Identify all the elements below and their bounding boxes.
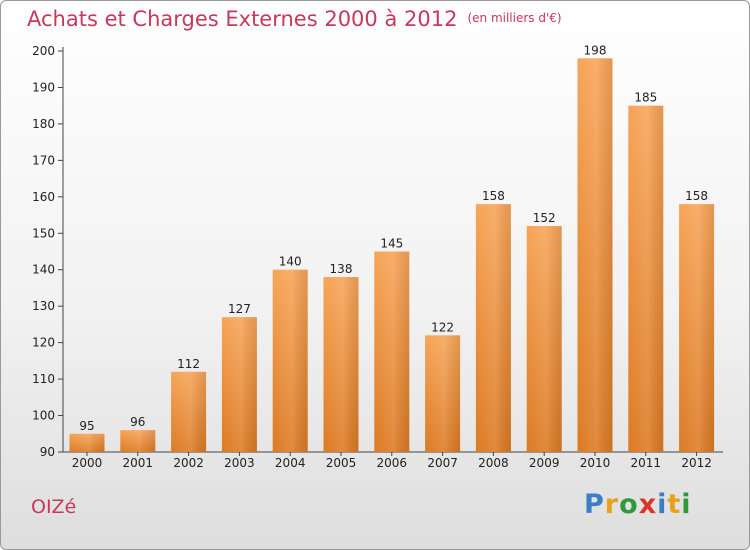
y-tick-label: 170 [32, 153, 55, 167]
place-name: OIZé [31, 496, 77, 518]
value-label: 122 [431, 320, 454, 334]
y-tick-label: 130 [32, 299, 55, 313]
x-tick-label: 2011 [631, 456, 662, 470]
logo-letter: x [638, 489, 658, 520]
value-label: 158 [482, 189, 505, 203]
x-tick-label: 2007 [427, 456, 458, 470]
chart-title: Achats et Charges Externes 2000 à 2012 (e… [27, 7, 562, 31]
bar-shade [120, 430, 156, 452]
x-tick-label: 2009 [529, 456, 560, 470]
bar-shade [69, 433, 105, 452]
value-label: 152 [533, 211, 556, 225]
y-tick-label: 200 [32, 44, 55, 58]
x-tick-label: 2005 [326, 456, 357, 470]
logo-letter: i [657, 489, 668, 520]
value-label: 127 [228, 302, 251, 316]
bar-shade [171, 371, 207, 452]
logo-letter: i [681, 489, 692, 520]
x-tick-label: 2008 [478, 456, 509, 470]
bar-shade [272, 269, 308, 452]
value-label: 140 [279, 255, 302, 269]
bar-shade [628, 105, 664, 452]
y-tick-label: 120 [32, 336, 55, 350]
value-label: 185 [634, 91, 657, 105]
bar-shade [221, 317, 257, 452]
y-tick-label: 150 [32, 226, 55, 240]
x-tick-label: 2003 [224, 456, 255, 470]
value-label: 145 [380, 237, 403, 251]
bar-shade [526, 225, 562, 452]
x-tick-label: 2001 [123, 456, 154, 470]
x-tick-label: 2010 [580, 456, 611, 470]
bar-shade [323, 277, 359, 452]
y-tick-label: 100 [32, 409, 55, 423]
x-tick-label: 2002 [173, 456, 204, 470]
y-tick-label: 110 [32, 372, 55, 386]
x-tick-label: 2006 [377, 456, 408, 470]
bar-shade [577, 58, 613, 453]
bar-shade [425, 335, 461, 452]
logo-letter: t [667, 489, 682, 520]
chart-title-text: Achats et Charges Externes 2000 à 2012 [27, 7, 458, 31]
x-tick-label: 2000 [72, 456, 103, 470]
x-tick-label: 2004 [275, 456, 306, 470]
y-tick-label: 190 [32, 80, 55, 94]
value-label: 158 [685, 189, 708, 203]
value-label: 138 [330, 262, 353, 276]
value-label: 112 [177, 357, 200, 371]
value-label: 96 [130, 415, 145, 429]
y-tick-label: 140 [32, 263, 55, 277]
logo-letter: o [619, 489, 639, 520]
bar-shade [374, 251, 410, 452]
bar-shade [679, 204, 715, 452]
unit-note: (en milliers d'€) [467, 11, 562, 25]
bar-shade [475, 204, 511, 452]
y-tick-label: 160 [32, 190, 55, 204]
proxiti-logo: Proxiti [584, 489, 692, 520]
value-label: 95 [79, 419, 94, 433]
value-label: 198 [584, 43, 607, 57]
y-tick-label: 180 [32, 117, 55, 131]
logo-letter: P [584, 489, 605, 520]
logo-letter: r [604, 489, 620, 520]
x-tick-label: 2012 [681, 456, 712, 470]
y-tick-label: 90 [40, 445, 55, 459]
